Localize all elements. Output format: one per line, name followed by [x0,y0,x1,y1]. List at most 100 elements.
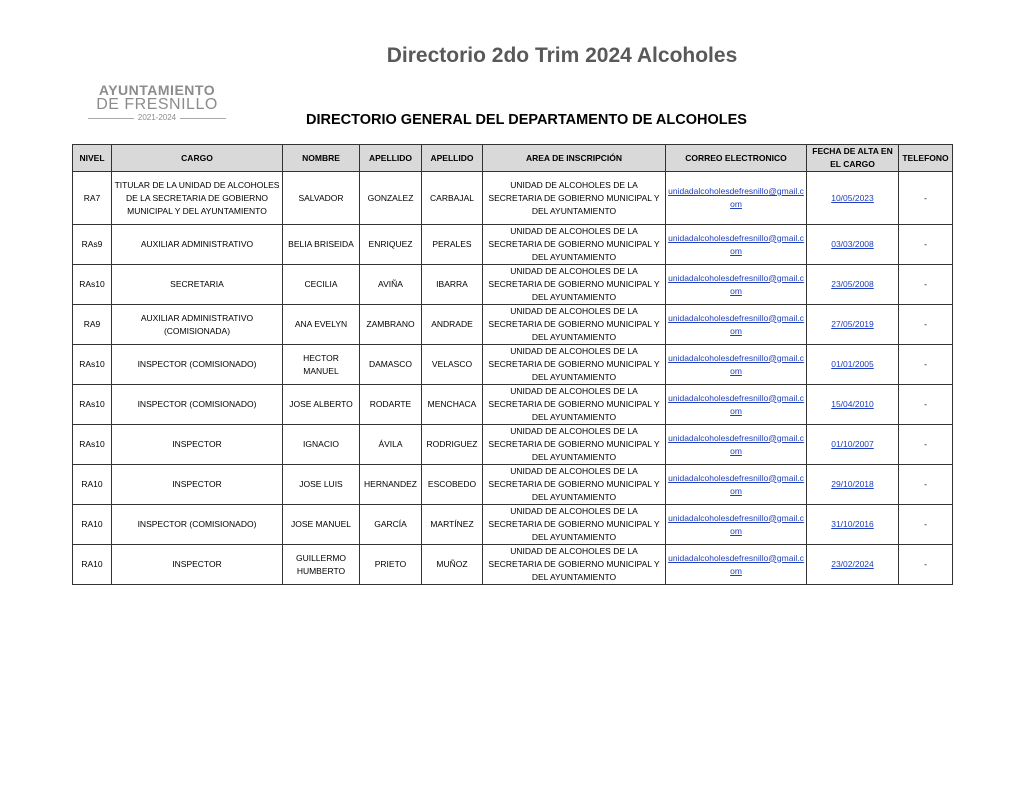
cell-nivel: RAs10 [72,264,112,305]
cell-apellido-paterno: GONZALEZ [359,171,422,225]
cell-area: UNIDAD DE ALCOHOLES DE LA SECRETARIA DE … [482,304,666,345]
email-link[interactable]: unidadalcoholesdefresnillo@gmail.com [668,186,804,209]
cell-correo: unidadalcoholesdefresnillo@gmail.com [665,344,807,385]
cell-cargo: INSPECTOR [111,544,283,585]
cell-area: UNIDAD DE ALCOHOLES DE LA SECRETARIA DE … [482,544,666,585]
cell-fecha-alta: 29/10/2018 [806,464,899,505]
cell-telefono: - [898,304,953,345]
table-row: RAs9 AUXILIAR ADMINISTRATIVO BELIA BRISEID… [72,224,953,265]
cell-cargo: TITULAR DE LA UNIDAD DE ALCOHOLES DE LA … [111,171,283,225]
date-link[interactable]: 03/03/2008 [831,239,874,249]
cell-apellido-paterno: ENRIQUEZ [359,224,422,265]
email-link[interactable]: unidadalcoholesdefresnillo@gmail.com [668,312,804,336]
email-link[interactable]: unidadalcoholesdefresnillo@gmail.com [668,232,804,256]
cell-telefono: - [898,171,953,225]
cell-cargo: INSPECTOR [111,464,283,505]
cell-correo: unidadalcoholesdefresnillo@gmail.com [665,424,807,465]
cell-nombre: IGNACIO [282,424,360,465]
header-apellido-paterno: APELLIDO [359,144,422,172]
cell-nivel: RAs10 [72,384,112,425]
cell-nivel: RA7 [72,171,112,225]
cell-apellido-materno: ANDRADE [421,304,483,345]
cell-nivel: RAs10 [72,424,112,465]
cell-apellido-paterno: DAMASCO [359,344,422,385]
date-link[interactable]: 23/05/2008 [831,279,874,289]
cell-area: UNIDAD DE ALCOHOLES DE LA SECRETARIA DE … [482,344,666,385]
header-correo: CORREO ELECTRONICO [665,144,807,172]
email-link[interactable]: unidadalcoholesdefresnillo@gmail.com [668,392,804,416]
cell-correo: unidadalcoholesdefresnillo@gmail.com [665,224,807,265]
header-area: AREA DE INSCRIPCIÓN [482,144,666,172]
cell-cargo: AUXILIAR ADMINISTRATIVO [111,224,283,265]
cell-nombre: JOSE MANUEL [282,504,360,545]
cell-cargo: INSPECTOR (COMISIONADO) [111,384,283,425]
ayuntamiento-logo: AYUNTAMIENTO DE FRESNILLO 2021-2024 [88,83,227,123]
email-link[interactable]: unidadalcoholesdefresnillo@gmail.com [668,552,804,576]
cell-apellido-materno: MUÑOZ [421,544,483,585]
cell-nivel: RAs10 [72,344,112,385]
cell-correo: unidadalcoholesdefresnillo@gmail.com [665,504,807,545]
cell-nivel: RA9 [72,304,112,345]
cell-apellido-paterno: AVIÑA [359,264,422,305]
cell-telefono: - [898,384,953,425]
table-header-row: NIVEL CARGO NOMBRE APELLIDO APELLIDO AREA DE … [72,144,953,172]
header-nombre: NOMBRE [282,144,360,172]
cell-fecha-alta: 10/05/2023 [806,171,899,225]
table-row: RA10 INSPECTOR JOSE LUIS HERNANDEZ ESCOBEDO U… [72,464,953,505]
cell-apellido-paterno: ÁVILA [359,424,422,465]
cell-fecha-alta: 01/01/2005 [806,344,899,385]
cell-cargo: AUXILIAR ADMINISTRATIVO (COMISIONADA) [111,304,283,345]
table-row: RA7 TITULAR DE LA UNIDAD DE ALCOHOLES DE … [72,171,953,225]
cell-fecha-alta: 31/10/2016 [806,504,899,545]
cell-cargo: INSPECTOR [111,424,283,465]
cell-nivel: RA10 [72,504,112,545]
email-link[interactable]: unidadalcoholesdefresnillo@gmail.com [668,272,804,296]
cell-nivel: RA10 [72,544,112,585]
table-row: RAs10 SECRETARIA CECILIA AVIÑA IBARRA UNIDAD … [72,264,953,305]
cell-fecha-alta: 15/04/2010 [806,384,899,425]
email-link[interactable]: unidadalcoholesdefresnillo@gmail.com [668,352,804,376]
cell-fecha-alta: 23/02/2024 [806,544,899,585]
email-link[interactable]: unidadalcoholesdefresnillo@gmail.com [668,432,804,456]
date-link[interactable]: 01/01/2005 [831,359,874,369]
cell-apellido-materno: MARTÍNEZ [421,504,483,545]
cell-apellido-paterno: RODARTE [359,384,422,425]
cell-apellido-materno: PERALES [421,224,483,265]
document-title: Directorio 2do Trim 2024 Alcoholes [386,44,738,67]
email-link[interactable]: unidadalcoholesdefresnillo@gmail.com [668,512,804,536]
cell-correo: unidadalcoholesdefresnillo@gmail.com [665,384,807,425]
table-row: RA9 AUXILIAR ADMINISTRATIVO (COMISIONADA)… [72,304,953,345]
cell-telefono: - [898,224,953,265]
date-link[interactable]: 01/10/2007 [831,439,874,449]
date-link[interactable]: 23/02/2024 [831,559,874,569]
cell-cargo: INSPECTOR (COMISIONADO) [111,344,283,385]
cell-nombre: HECTOR MANUEL [282,344,360,385]
table-row: RA10 INSPECTOR (COMISIONADO) JOSE MANUEL GA… [72,504,953,545]
cell-area: UNIDAD DE ALCOHOLES DE LA SECRETARIA DE … [482,464,666,505]
cell-telefono: - [898,544,953,585]
cell-nivel: RA10 [72,464,112,505]
cell-apellido-materno: IBARRA [421,264,483,305]
cell-telefono: - [898,344,953,385]
header-fecha-alta: FECHA DE ALTA EN EL CARGO [806,144,899,172]
cell-cargo: INSPECTOR (COMISIONADO) [111,504,283,545]
date-link[interactable]: 15/04/2010 [831,399,874,409]
cell-apellido-materno: ESCOBEDO [421,464,483,505]
cell-telefono: - [898,264,953,305]
cell-fecha-alta: 27/05/2019 [806,304,899,345]
date-link[interactable]: 27/05/2019 [831,319,874,329]
cell-area: UNIDAD DE ALCOHOLES DE LA SECRETARIA DE … [482,171,666,225]
header-apellido-materno: APELLIDO [421,144,483,172]
header-telefono: TELEFONO [898,144,953,172]
cell-nivel: RAs9 [72,224,112,265]
email-link[interactable]: unidadalcoholesdefresnillo@gmail.com [668,472,804,496]
cell-correo: unidadalcoholesdefresnillo@gmail.com [665,264,807,305]
cell-apellido-materno: VELASCO [421,344,483,385]
date-link[interactable]: 29/10/2018 [831,479,874,489]
cell-area: UNIDAD DE ALCOHOLES DE LA SECRETARIA DE … [482,384,666,425]
date-link[interactable]: 31/10/2016 [831,519,874,529]
cell-correo: unidadalcoholesdefresnillo@gmail.com [665,544,807,585]
cell-nombre: JOSE ALBERTO [282,384,360,425]
date-link[interactable]: 10/05/2023 [831,192,874,203]
cell-nombre: ANA EVELYN [282,304,360,345]
